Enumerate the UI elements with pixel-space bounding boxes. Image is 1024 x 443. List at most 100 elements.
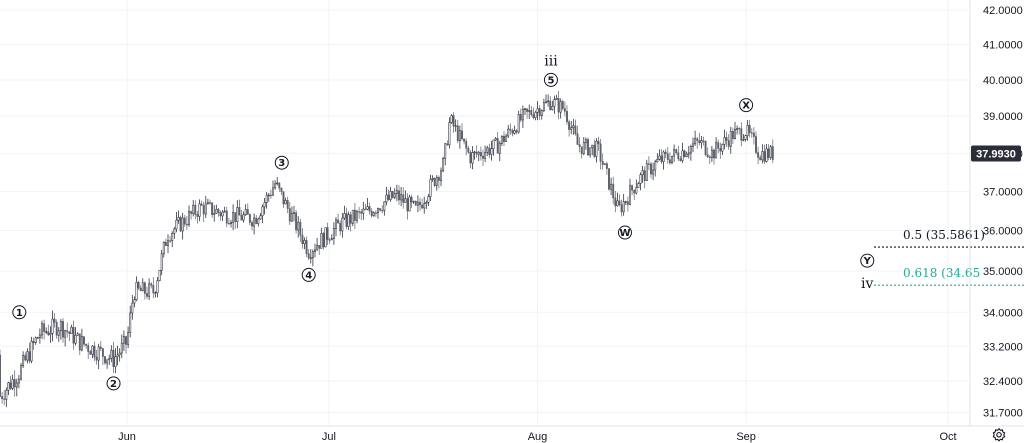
candle-body	[267, 194, 270, 197]
candle-body	[698, 140, 701, 144]
candle-body	[34, 337, 37, 344]
candle-body	[330, 238, 333, 241]
wave-label-circle-text: Y	[863, 256, 872, 267]
wave-label-circle-text: W	[619, 228, 630, 239]
candle-body	[257, 218, 260, 224]
candle-body	[484, 152, 487, 159]
candle-body	[740, 128, 743, 141]
candle-body	[551, 105, 554, 110]
candle-body	[572, 125, 575, 128]
candle-body	[314, 249, 316, 252]
candle-body	[549, 100, 552, 110]
candle-body	[202, 204, 205, 215]
candle-body	[673, 149, 676, 157]
candle-body	[255, 217, 258, 224]
candle-body	[188, 211, 190, 225]
candle-body	[351, 209, 354, 224]
candle-body	[129, 312, 132, 333]
candle-body	[683, 150, 686, 157]
candle-body	[507, 128, 510, 137]
candle-body	[671, 155, 673, 164]
wave-label-circle-text: 4	[305, 270, 312, 281]
candle-body	[93, 345, 96, 358]
candle-body	[568, 121, 571, 130]
candle-body	[7, 382, 10, 391]
candle-body	[496, 138, 499, 154]
candle-body	[574, 125, 577, 134]
candle-body	[542, 102, 545, 111]
candle-body	[765, 148, 768, 162]
candle-body	[3, 398, 6, 400]
candle-body	[429, 179, 432, 197]
candle-body	[206, 202, 209, 205]
candle-body	[748, 124, 751, 133]
time-tick-label: Aug	[528, 431, 548, 443]
candle-body	[450, 115, 453, 123]
candle-body	[246, 209, 249, 215]
candle-body	[217, 209, 220, 213]
candle-body	[538, 108, 541, 116]
candle-body	[755, 136, 757, 153]
candle-body	[324, 227, 327, 248]
candle-body	[215, 209, 218, 214]
candle-body	[423, 203, 426, 209]
candle-body	[689, 146, 692, 154]
candlestick-series	[0, 91, 774, 408]
candle-body	[406, 198, 409, 212]
price-axis[interactable]: 42.000041.000040.000039.000038.000037.00…	[983, 5, 1023, 419]
candle-body	[706, 154, 709, 158]
candle-body	[141, 282, 144, 292]
candle-body	[620, 204, 623, 213]
wave-label-circle-text: 2	[110, 379, 117, 390]
candle-body	[43, 323, 46, 332]
candle-body	[85, 343, 88, 346]
candle-body	[143, 282, 146, 294]
candle-body	[286, 200, 289, 209]
candle-body	[169, 240, 172, 242]
chart-settings-button[interactable]	[990, 428, 1008, 442]
candle-body	[398, 190, 400, 201]
price-tick-label: 32.4000	[983, 376, 1023, 388]
candle-body	[32, 341, 35, 344]
candle-body	[639, 174, 642, 184]
wave-label-roman: iii	[544, 53, 558, 69]
chart-grid	[0, 0, 970, 426]
candle-body	[566, 111, 568, 123]
candle-body	[219, 212, 222, 217]
candle-body	[645, 163, 648, 181]
candle-body	[322, 233, 325, 248]
candle-body	[681, 150, 684, 161]
candle-body	[492, 139, 495, 149]
candle-body	[618, 200, 621, 205]
candle-body	[530, 110, 533, 115]
candle-body	[146, 293, 148, 297]
candle-body	[721, 144, 724, 152]
candle-body	[209, 202, 211, 204]
time-axis[interactable]: Jun Jul Aug Sep Oct	[118, 431, 956, 443]
candle-body	[624, 201, 627, 203]
candle-body	[26, 351, 29, 361]
candle-body	[393, 193, 396, 198]
price-tick-label: 33.2000	[983, 341, 1023, 353]
candle-body	[62, 321, 64, 338]
candle-body	[713, 149, 715, 159]
candle-body	[328, 239, 331, 241]
candle-body	[370, 210, 373, 216]
candle-body	[391, 191, 394, 198]
candle-body	[381, 209, 384, 212]
candle-body	[605, 163, 608, 169]
candle-body	[452, 115, 455, 127]
candle-body	[521, 109, 524, 121]
candle-body	[408, 196, 411, 212]
candle-body	[545, 101, 547, 104]
candle-body	[421, 204, 424, 209]
candle-body	[652, 169, 655, 175]
candle-body	[635, 187, 638, 194]
candle-body	[458, 130, 461, 142]
candle-body	[488, 147, 491, 155]
candle-body	[263, 202, 266, 208]
candle-body	[473, 151, 476, 153]
candle-body	[358, 211, 361, 213]
candle-body	[746, 124, 749, 136]
